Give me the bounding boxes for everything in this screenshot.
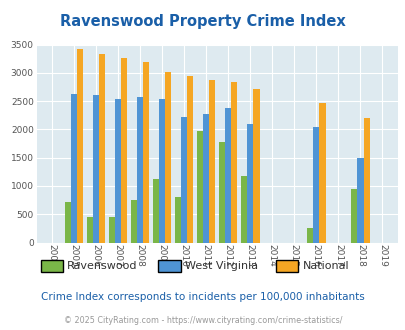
Bar [71,94,77,243]
Text: Ravenswood Property Crime Index: Ravenswood Property Crime Index [60,14,345,29]
Bar [356,158,362,243]
Bar [181,117,187,243]
Bar [202,114,209,243]
Bar [196,131,202,243]
Bar [225,109,231,243]
Bar [175,197,181,243]
Bar [231,82,237,243]
Bar [87,217,93,243]
Bar [121,58,127,243]
Bar [64,202,71,243]
Bar [136,97,143,243]
Bar [350,189,356,243]
Text: West Virginia: West Virginia [184,261,257,271]
Text: Ravenswood: Ravenswood [67,261,137,271]
Bar [253,89,259,243]
Bar [153,179,159,243]
Bar [247,124,253,243]
Bar [159,99,165,243]
Bar [165,72,171,243]
Text: © 2025 CityRating.com - https://www.cityrating.com/crime-statistics/: © 2025 CityRating.com - https://www.city… [64,316,341,325]
Text: Crime Index corresponds to incidents per 100,000 inhabitants: Crime Index corresponds to incidents per… [41,292,364,302]
Bar [77,49,83,243]
Bar [187,76,193,243]
Bar [218,142,225,243]
Bar [362,118,369,243]
Bar [313,127,319,243]
Bar [115,99,121,243]
Bar [241,176,247,243]
Text: National: National [302,261,348,271]
Bar [109,216,115,243]
Bar [143,61,149,243]
Bar [93,95,99,243]
Bar [99,54,105,243]
Bar [319,103,325,243]
Bar [306,228,313,243]
Bar [209,80,215,243]
Bar [130,200,136,243]
